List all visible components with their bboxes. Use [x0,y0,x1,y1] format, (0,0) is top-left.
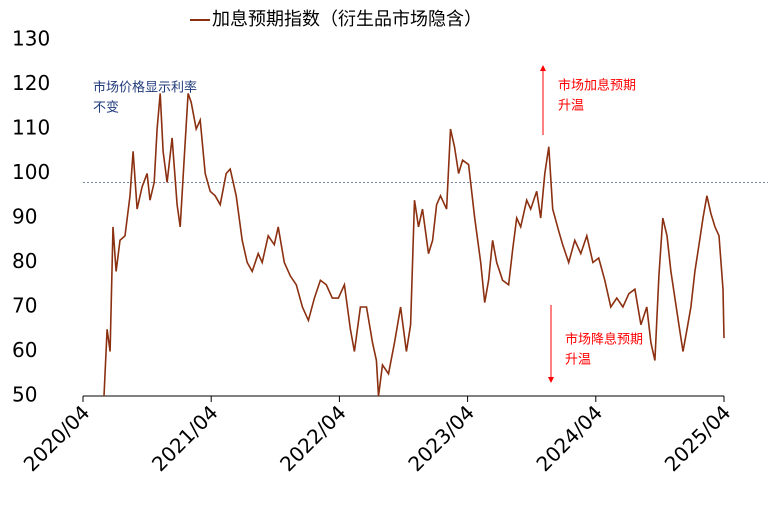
annotation: 市场价格显示利率 [93,80,197,96]
x-tick-label: 2020/04 [19,400,95,476]
annotation: 升温 [565,353,591,368]
legend-label: 加息预期指数（衍生品市场隐含） [212,9,482,30]
x-tick-label: 2024/04 [531,400,607,476]
data-line [103,93,725,397]
y-tick-label: 100 [12,160,50,184]
y-tick-label: 60 [12,338,37,362]
y-tick-label: 80 [12,249,37,273]
y-tick-label: 90 [12,205,37,229]
y-tick-label: 70 [12,294,37,318]
x-tick-label: 2025/04 [660,400,736,476]
x-tick-label: 2023/04 [403,400,479,476]
y-tick-label: 120 [12,71,50,95]
annotation: 升温 [558,99,584,114]
y-tick-label: 110 [12,116,50,140]
x-tick-label: 2021/04 [147,400,223,476]
y-tick-label: 130 [12,27,50,51]
x-tick-label: 2022/04 [275,400,351,476]
y-tick-label: 50 [12,383,37,407]
annotation: 不变 [93,100,119,116]
annotation: 市场加息预期 [558,78,636,94]
annotation: 市场降息预期 [565,332,643,348]
